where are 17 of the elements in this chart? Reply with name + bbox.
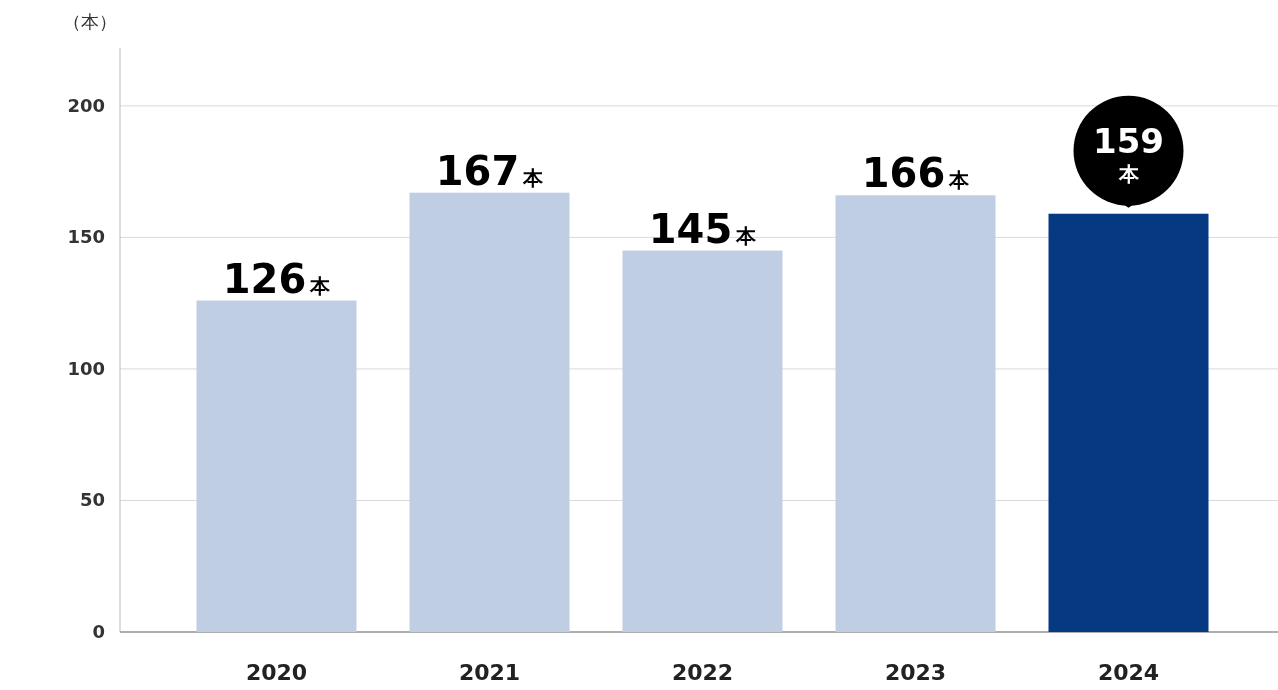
x-tick-label: 2021	[458, 660, 521, 685]
bar	[622, 250, 783, 632]
y-tick-label: 150	[67, 226, 105, 248]
bar	[835, 195, 996, 632]
y-tick-label: 0	[92, 621, 105, 642]
x-tick-label: 2022	[671, 660, 734, 685]
x-tick-label: 2023	[884, 660, 947, 685]
bar	[409, 192, 570, 632]
y-axis-title: （本）	[63, 11, 117, 32]
bar	[196, 300, 357, 632]
bar	[1048, 213, 1209, 632]
x-tick-label: 2020	[245, 660, 308, 685]
x-tick-label: 2024	[1097, 660, 1160, 685]
data-label: 159本	[1093, 120, 1164, 186]
y-tick-label: 50	[79, 489, 105, 511]
y-tick-label: 100	[67, 357, 105, 379]
y-tick-label: 200	[67, 94, 105, 116]
